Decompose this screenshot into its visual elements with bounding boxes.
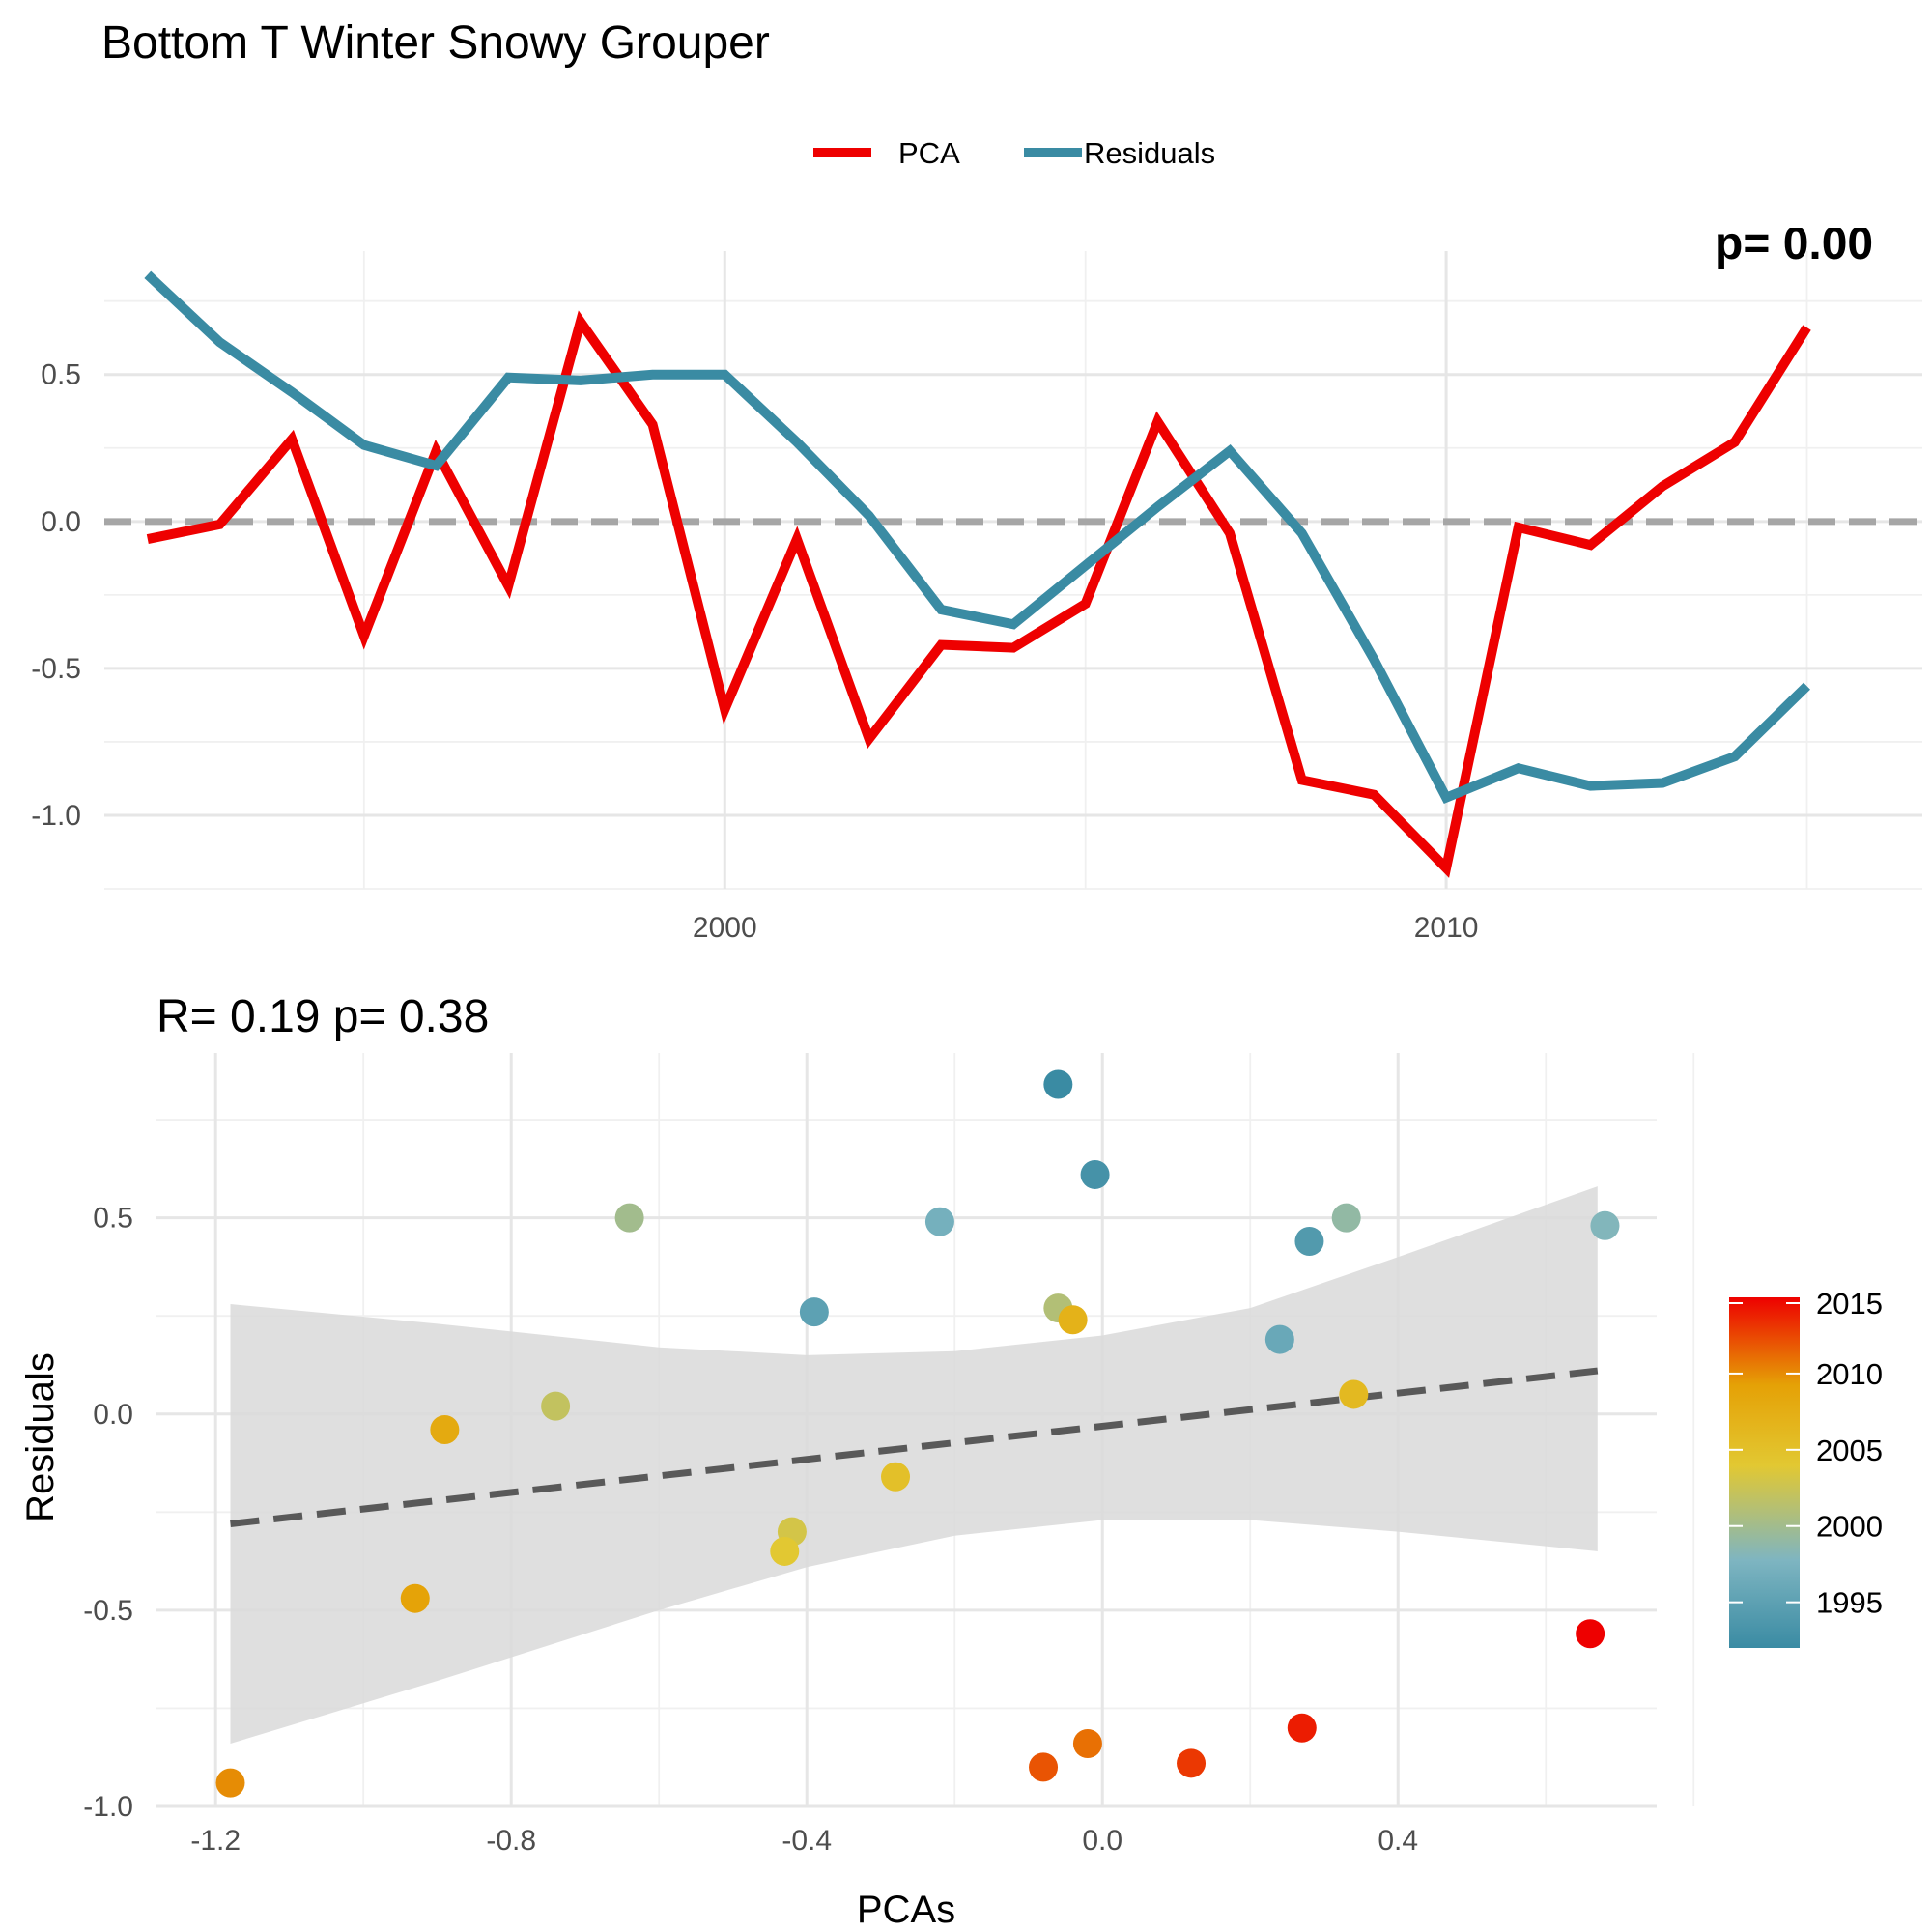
x-axis-title: PCAs <box>857 1889 955 1931</box>
scatter-point <box>541 1391 571 1421</box>
time-series-grid <box>104 251 1922 890</box>
scatter-point <box>1043 1069 1073 1099</box>
scatter-title: R= 0.19 p= 0.38 <box>156 991 489 1042</box>
year-colorbar: 1995 2000 2005 2010 2015 <box>1729 1287 1883 1648</box>
series-line-pca <box>146 310 1811 878</box>
colorbar-tick-label: 2000 <box>1816 1510 1883 1544</box>
scatter-point <box>1058 1305 1088 1335</box>
scatter-point <box>1590 1210 1620 1240</box>
x-tick-label: 2010 <box>1414 912 1479 944</box>
scatter-point <box>881 1462 911 1492</box>
scatter-point <box>614 1203 644 1233</box>
y-tick-label: 0.0 <box>93 1399 133 1431</box>
scatter-point <box>1287 1713 1317 1743</box>
scatter-point <box>799 1297 829 1327</box>
x-tick-label: 0.4 <box>1378 1825 1418 1857</box>
scatter-panel: R= 0.19 p= 0.38 -1.2 -0.8 -0.4 0.0 0.4 -1.0 -0… <box>19 991 1695 1931</box>
colorbar-ticks: 1995 2000 2005 2010 2015 <box>1729 1287 1883 1620</box>
y-tick-label: 0.5 <box>41 359 81 391</box>
scatter-point <box>1177 1748 1207 1778</box>
colorbar-gradient <box>1729 1297 1800 1648</box>
x-tick-label: 0.0 <box>1082 1825 1122 1857</box>
page-title: Bottom T Winter Snowy Grouper <box>101 17 770 69</box>
scatter-point <box>1072 1729 1102 1758</box>
y-tick-label: 0.0 <box>41 506 81 538</box>
series-line-residuals <box>144 270 1811 805</box>
scatter-point <box>430 1415 460 1444</box>
time-series-panel: 2000 2010 -1.0 -0.5 0.0 0.5 p= 0.00 <box>31 218 1922 944</box>
y-tick-label: -1.0 <box>83 1791 133 1823</box>
scatter-point <box>1294 1227 1324 1256</box>
line-legend: PCA Residuals <box>813 136 1215 170</box>
x-tick-label: -1.2 <box>190 1825 241 1857</box>
scatter-point <box>770 1536 800 1566</box>
scatter-point <box>1029 1752 1059 1782</box>
scatter-point <box>1576 1619 1605 1649</box>
x-tick-label: 2000 <box>693 912 757 944</box>
scatter-point <box>215 1768 245 1798</box>
colorbar-tick-label: 2015 <box>1816 1287 1883 1321</box>
colorbar-tick-label: 2005 <box>1816 1434 1883 1467</box>
legend-label-pca: PCA <box>898 136 960 170</box>
x-tick-label: -0.4 <box>781 1825 832 1857</box>
scatter-point <box>1339 1379 1369 1409</box>
scatter-point <box>1264 1324 1294 1354</box>
colorbar-tick-label: 1995 <box>1816 1586 1883 1620</box>
scatter-points <box>215 1069 1620 1798</box>
y-tick-label: -0.5 <box>83 1595 133 1627</box>
corner-annotation: p= 0.00 <box>1715 218 1873 270</box>
legend-label-residuals: Residuals <box>1084 136 1215 170</box>
scatter-point <box>924 1207 954 1236</box>
regression-line <box>230 1367 1599 1527</box>
y-tick-label: 0.5 <box>93 1203 133 1235</box>
y-axis-title: Residuals <box>19 1352 62 1522</box>
colorbar-tick-label: 2010 <box>1816 1357 1883 1391</box>
x-tick-label: -0.8 <box>486 1825 536 1857</box>
time-series-axis-labels: 2000 2010 -1.0 -0.5 0.0 0.5 <box>31 359 1478 944</box>
scatter-point <box>1331 1203 1361 1233</box>
scatter-point <box>400 1583 430 1613</box>
scatter-point <box>1080 1159 1110 1189</box>
y-tick-label: -0.5 <box>31 653 81 685</box>
confidence-band <box>230 1186 1598 1744</box>
y-tick-label: -1.0 <box>31 800 81 832</box>
scatter-axis-labels: -1.2 -0.8 -0.4 0.0 0.4 -1.0 -0.5 0.0 0.5 <box>83 1203 1418 1857</box>
